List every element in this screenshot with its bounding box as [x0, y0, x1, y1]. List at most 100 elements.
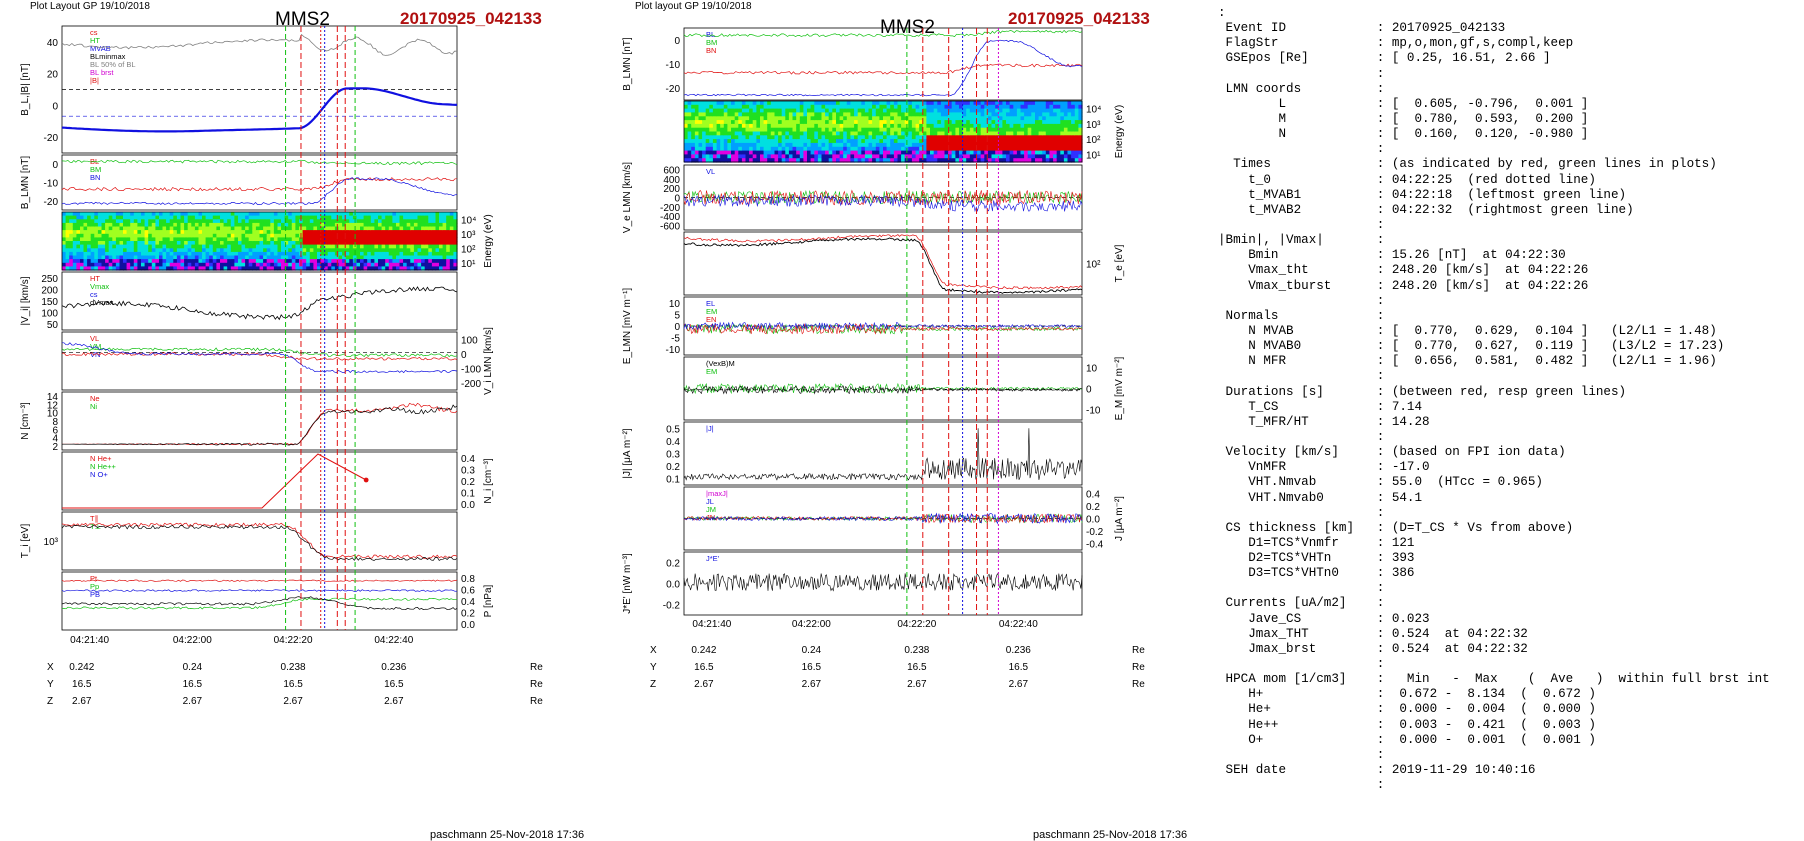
info-line: T_MFR/HT : 14.28 — [1218, 414, 1430, 429]
info-line: GSEpos [Re] : [ 0.25, 16.51, 2.66 ] — [1218, 51, 1551, 66]
vi-line — [61, 286, 458, 321]
y-tick-label: 20 — [47, 70, 59, 81]
info-line: Currents [uA/m2] : — [1218, 596, 1385, 611]
y-tick-label: 10³ — [1086, 120, 1101, 131]
x-tick-label: 04:22:20 — [274, 635, 313, 646]
y-tick-label: -200 — [660, 203, 680, 214]
info-line: N MFR : [ 0.656, 0.581, 0.482 ] (L2/L1 =… — [1218, 354, 1717, 369]
coord-value: 0.24 — [183, 662, 203, 673]
legend-entry: N O+ — [90, 470, 108, 479]
info-line: t_MVAB2 : 04:22:32 (rightmost green line… — [1218, 202, 1634, 217]
panel-frame — [683, 421, 1083, 486]
y-tick-label: 0.5 — [666, 424, 680, 435]
tperp-line — [61, 524, 458, 561]
y-tick-label: 0.3 — [461, 465, 475, 476]
y-axis-label: Energy (eV) — [483, 214, 494, 267]
y-axis-label: N [cm⁻³] — [20, 402, 31, 440]
coord-value: 0.24 — [802, 645, 822, 656]
legend-entry: BN — [90, 173, 100, 182]
vexb-line — [683, 385, 1083, 395]
y-tick-label: 10⁴ — [1086, 105, 1101, 116]
p1-line — [61, 579, 458, 582]
panel-frame — [683, 27, 1083, 101]
info-line: VHT.Nmvab0 : 54.1 — [1218, 490, 1423, 505]
y-tick-label: 10¹ — [1086, 150, 1101, 161]
em-green-line — [683, 382, 1083, 395]
jl-line — [683, 512, 1083, 525]
info-line: FlagStr : mp,o,mon,gf,s,compl,keep — [1218, 36, 1574, 51]
coord-value: 2.67 — [694, 679, 714, 690]
info-line: SEH date : 2019-11-29 10:40:16 — [1218, 763, 1536, 778]
y-tick-label: -20 — [44, 197, 59, 208]
info-line: : — [1218, 369, 1385, 384]
info-line: He+ : 0.000 - 0.004 ( 0.000 ) — [1218, 702, 1596, 717]
info-line: D2=TCS*VHTn : 393 — [1218, 551, 1415, 566]
te-perp-line — [683, 237, 1083, 294]
y-tick-label: 0 — [674, 322, 680, 333]
legend-entry: PB — [90, 590, 100, 599]
y-tick-label: -600 — [660, 221, 680, 232]
y-tick-label: 2 — [52, 442, 58, 453]
info-line: LMN coords : — [1218, 81, 1385, 96]
info-line: : — [1218, 142, 1385, 157]
y-tick-label: 0.2 — [666, 462, 680, 473]
info-line: Times : (as indicated by red, green line… — [1218, 157, 1717, 172]
he-pp-line — [62, 453, 367, 509]
hpca-point — [363, 477, 369, 483]
bl-small-line — [61, 177, 458, 205]
legend-entry: MVAB — [90, 44, 111, 53]
info-line: Jmax_brst : 0.524 at 04:22:32 — [1218, 641, 1528, 656]
en-line — [683, 323, 1083, 335]
info-line: O+ : 0.000 - 0.001 ( 0.001 ) — [1218, 732, 1596, 747]
y-tick-label: -10 — [666, 345, 681, 356]
y-axis-label: V_e LMN [km/s] — [622, 162, 633, 233]
y-axis-label: B_LMN [nT] — [622, 37, 633, 91]
y-axis-label: |V_i| [km/s] — [20, 276, 31, 325]
y-tick-label: 5 — [674, 310, 680, 321]
y-axis-label: V_i LMN [km/s] — [483, 327, 494, 395]
info-line: L : [ 0.605, -0.796, 0.001 ] — [1218, 96, 1589, 111]
y-tick-label: -5 — [671, 334, 680, 345]
je-line — [683, 572, 1083, 592]
coord-axis-label: Y — [650, 662, 657, 673]
legend-entry: EM — [706, 307, 717, 316]
y-tick-label: 0 — [674, 194, 680, 205]
panel-frame — [61, 451, 458, 511]
coord-value: 2.67 — [72, 696, 92, 707]
y-axis-label: Energy (eV) — [1114, 105, 1125, 158]
legend-entry: Ni — [90, 402, 97, 411]
y-tick-label: 10 — [669, 299, 681, 310]
j-line — [683, 428, 1083, 481]
y-tick-label: 600 — [663, 166, 680, 177]
info-line: Velocity [km/s] : (based on FPI ion data… — [1218, 445, 1566, 460]
panel-frame — [683, 231, 1083, 296]
coord-value: 0.236 — [381, 662, 406, 673]
bl-line — [61, 87, 458, 133]
bm-line — [61, 159, 458, 166]
y-tick-label: 0.0 — [461, 500, 475, 511]
x-tick-label: 04:22:40 — [999, 619, 1038, 630]
info-line: VHT.Nmvab : 55.0 (HTcc = 0.965) — [1218, 475, 1543, 490]
y-tick-label: -200 — [461, 379, 481, 390]
y-tick-label: -20 — [44, 133, 59, 144]
info-line: N : [ 0.160, 0.120, -0.980 ] — [1218, 127, 1589, 142]
ni-line — [62, 404, 458, 446]
y-tick-label: 14 — [47, 392, 59, 403]
y-tick-label: -10 — [44, 179, 59, 190]
left-footer: paschmann 25-Nov-2018 17:36 — [430, 829, 585, 841]
panel-frame — [61, 571, 458, 631]
coord-unit: Re — [1132, 679, 1145, 690]
y-tick-label: 0 — [461, 350, 467, 361]
legend-entry: N He++ — [90, 462, 116, 471]
info-line: H+ : 0.672 - 8.134 ( 0.672 ) — [1218, 687, 1596, 702]
y-tick-label: 4 — [52, 434, 58, 445]
coord-value: 0.242 — [691, 645, 716, 656]
legend-entry: BL 50% of BL — [90, 60, 136, 69]
te-par-line — [683, 234, 1083, 290]
legend-entry: |J| — [706, 424, 714, 433]
right-event-title: 20170925_042133 — [1008, 9, 1150, 28]
coord-value: 16.5 — [72, 679, 92, 690]
y-tick-label: 100 — [461, 335, 478, 346]
